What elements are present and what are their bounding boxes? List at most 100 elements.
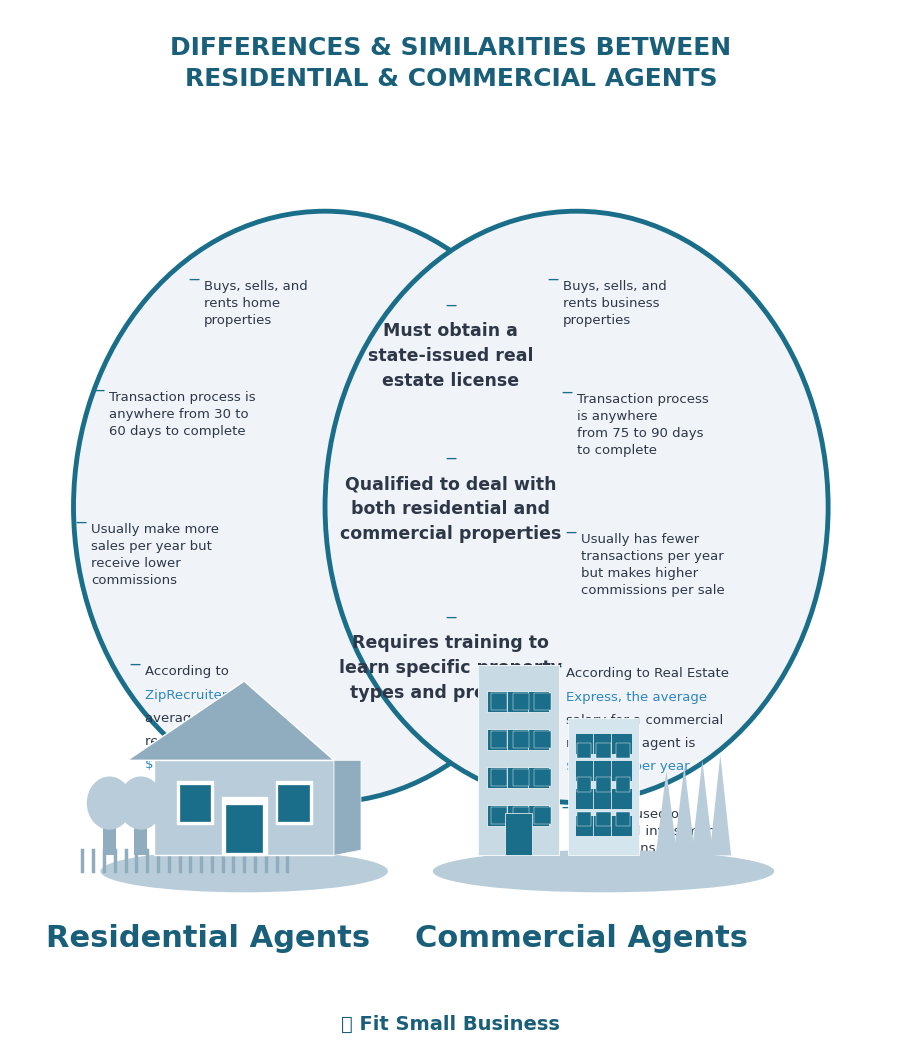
Text: real estate agent makes: real estate agent makes <box>146 735 308 748</box>
Bar <box>568 718 640 855</box>
Text: —: — <box>446 612 456 622</box>
Text: Transaction process is
anywhere from 30 to
60 days to complete: Transaction process is anywhere from 30 … <box>110 391 256 438</box>
Polygon shape <box>155 760 334 855</box>
Bar <box>478 665 559 855</box>
Bar <box>221 797 266 855</box>
Bar <box>275 781 311 824</box>
Text: —: — <box>188 275 199 284</box>
Bar <box>508 691 529 712</box>
Text: average residential: average residential <box>146 712 274 724</box>
Text: $165,940 per year: $165,940 per year <box>566 760 689 773</box>
Text: Commercial Agents: Commercial Agents <box>415 924 748 953</box>
Text: $85,789 annually: $85,789 annually <box>146 758 262 771</box>
Bar <box>575 760 597 781</box>
Bar <box>597 777 611 792</box>
Bar <box>478 665 559 855</box>
Text: —: — <box>76 517 87 527</box>
Bar <box>577 811 591 826</box>
Text: Must obtain a
state-issued real
estate license: Must obtain a state-issued real estate l… <box>368 322 534 390</box>
Bar <box>179 785 210 821</box>
Bar <box>535 807 551 824</box>
Bar <box>527 805 549 826</box>
Bar <box>513 693 529 710</box>
Bar <box>505 813 532 855</box>
Bar <box>103 817 116 855</box>
Text: —: — <box>561 388 572 397</box>
Bar <box>575 788 597 809</box>
Bar <box>597 811 611 826</box>
Bar <box>593 788 615 809</box>
Bar <box>513 807 529 824</box>
Polygon shape <box>691 760 713 855</box>
Bar <box>491 731 508 748</box>
Bar <box>535 731 551 748</box>
Text: RESIDENTIAL & COMMERCIAL AGENTS: RESIDENTIAL & COMMERCIAL AGENTS <box>184 68 717 91</box>
Bar <box>527 767 549 788</box>
Polygon shape <box>655 771 677 855</box>
Circle shape <box>86 776 132 830</box>
Text: Buys, sells, and
rents home
properties: Buys, sells, and rents home properties <box>203 280 308 327</box>
Circle shape <box>325 211 828 803</box>
Polygon shape <box>709 755 731 855</box>
Bar <box>611 815 633 836</box>
Bar <box>611 788 633 809</box>
Text: —: — <box>547 275 559 284</box>
Bar <box>593 815 615 836</box>
Bar <box>491 769 508 786</box>
Bar <box>535 693 551 710</box>
Text: Buys, sells, and
rents business
properties: Buys, sells, and rents business properti… <box>563 280 667 327</box>
Bar <box>508 729 529 750</box>
Circle shape <box>118 776 164 830</box>
Bar <box>134 817 148 855</box>
Text: Express, the average: Express, the average <box>566 691 706 703</box>
Text: More focused on
math and investment
calculations: More focused on math and investment calc… <box>577 808 720 855</box>
Bar <box>508 805 529 826</box>
Text: According to Real Estate: According to Real Estate <box>566 667 729 680</box>
Polygon shape <box>128 681 334 760</box>
Text: ZipRecruiter, an: ZipRecruiter, an <box>146 689 253 701</box>
Polygon shape <box>673 766 695 855</box>
Circle shape <box>74 211 577 803</box>
Bar <box>487 729 508 750</box>
Bar <box>491 693 508 710</box>
Text: —: — <box>130 660 141 670</box>
Bar <box>527 729 549 750</box>
Bar <box>487 691 508 712</box>
Bar <box>611 733 633 754</box>
Text: —: — <box>565 528 577 538</box>
Bar <box>491 807 508 824</box>
Text: —: — <box>446 301 456 310</box>
Bar <box>487 805 508 826</box>
Text: Qualified to deal with
both residential and
commercial properties: Qualified to deal with both residential … <box>340 475 562 543</box>
Text: Usually make more
sales per year but
receive lower
commissions: Usually make more sales per year but rec… <box>92 523 220 587</box>
Bar <box>513 769 529 786</box>
Bar <box>513 731 529 748</box>
Bar <box>575 815 597 836</box>
Text: According to: According to <box>146 665 230 678</box>
Bar <box>611 760 633 781</box>
Text: real estate agent is: real estate agent is <box>566 737 695 750</box>
Text: —: — <box>561 803 572 812</box>
Text: 🧳 Fit Small Business: 🧳 Fit Small Business <box>341 1015 561 1034</box>
Ellipse shape <box>433 850 774 892</box>
Text: salary for a commercial: salary for a commercial <box>566 714 723 727</box>
Text: Usually has fewer
transactions per year
but makes higher
commissions per sale: Usually has fewer transactions per year … <box>581 533 724 598</box>
Bar <box>508 767 529 788</box>
Bar <box>278 785 309 821</box>
Bar <box>535 769 551 786</box>
Bar <box>577 777 591 792</box>
Bar <box>575 733 597 754</box>
Bar <box>616 777 631 792</box>
Polygon shape <box>334 760 361 855</box>
Bar <box>616 811 631 826</box>
Text: —: — <box>446 454 456 464</box>
Bar <box>593 760 615 781</box>
Bar <box>527 691 549 712</box>
Ellipse shape <box>101 850 388 892</box>
Text: —: — <box>94 385 105 395</box>
Text: Residential Agents: Residential Agents <box>46 924 370 953</box>
Bar <box>593 733 615 754</box>
Bar <box>487 767 508 788</box>
Text: Requires training to
learn specific property
types and processes: Requires training to learn specific prop… <box>339 634 562 701</box>
Bar <box>176 781 212 824</box>
